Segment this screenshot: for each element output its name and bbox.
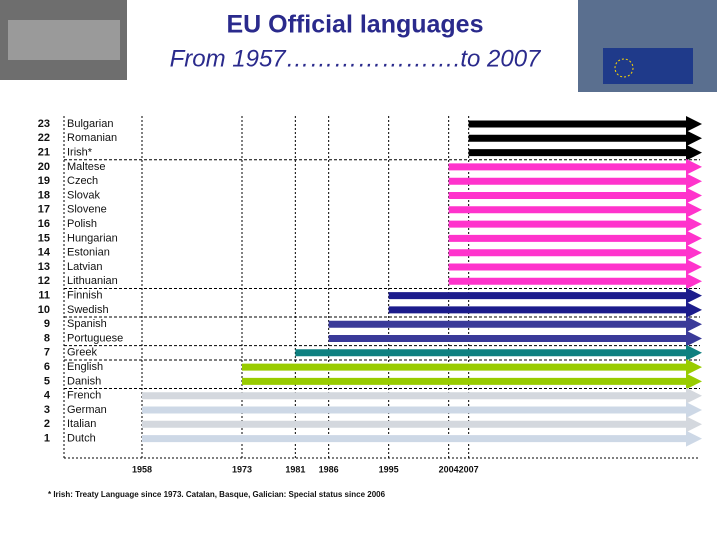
arrow	[388, 287, 702, 304]
arrow	[242, 359, 702, 376]
x-tick-label: 1973	[232, 464, 252, 474]
arrow	[448, 230, 702, 247]
row-number: 18	[38, 189, 50, 201]
arrow	[448, 216, 702, 233]
row-number: 11	[38, 290, 50, 302]
arrow	[388, 301, 702, 318]
photo-right-stars	[614, 58, 634, 78]
language-label: Danish	[67, 375, 101, 387]
photo-left-detail	[8, 20, 120, 60]
language-label: Spanish	[67, 318, 107, 330]
arrow	[142, 430, 702, 447]
arrow	[142, 387, 702, 404]
arrow	[448, 201, 702, 218]
language-label: Greek	[67, 347, 97, 359]
language-label: German	[67, 404, 107, 416]
language-label: Estonian	[67, 247, 110, 259]
x-tick-label: 1958	[132, 464, 152, 474]
row-number: 17	[38, 204, 50, 216]
arrow	[468, 144, 702, 161]
row-number: 3	[44, 404, 50, 416]
language-label: Dutch	[67, 433, 96, 445]
row-number: 14	[38, 247, 51, 259]
footnote: * Irish: Treaty Language since 1973. Cat…	[48, 490, 386, 499]
language-label: Irish*	[67, 147, 93, 159]
arrow	[448, 244, 702, 261]
row-number: 16	[38, 218, 50, 230]
arrow	[142, 402, 702, 418]
x-tick-label: 2004	[439, 464, 459, 474]
arrow	[448, 187, 702, 204]
arrow	[468, 116, 702, 132]
row-number: 21	[38, 147, 50, 159]
row-number: 10	[38, 304, 50, 316]
language-label: Maltese	[67, 161, 106, 173]
row-number: 9	[44, 318, 50, 330]
arrow	[242, 373, 702, 390]
row-number: 23	[38, 118, 50, 130]
x-tick-label: 1986	[319, 464, 339, 474]
arrow	[448, 158, 702, 175]
x-tick-label: 2007	[459, 464, 479, 474]
arrow	[328, 316, 702, 333]
language-label: English	[67, 361, 103, 373]
language-label: Czech	[67, 175, 98, 187]
language-label: Slovene	[67, 204, 107, 216]
language-label: Hungarian	[67, 232, 118, 244]
language-label: Romanian	[67, 132, 117, 144]
chart-subtitle: From 1957………………….to 2007	[170, 45, 542, 72]
row-number: 19	[38, 175, 50, 187]
row-number: 22	[38, 132, 50, 144]
row-number: 20	[38, 161, 50, 173]
arrow	[448, 273, 702, 290]
row-number: 15	[38, 232, 50, 244]
language-label: Swedish	[67, 304, 109, 316]
row-number: 8	[44, 332, 50, 344]
arrow	[448, 259, 702, 275]
language-label: Bulgarian	[67, 118, 113, 130]
language-label: French	[67, 390, 101, 402]
x-tick-label: 1995	[379, 464, 399, 474]
language-label: Lithuanian	[67, 275, 118, 287]
arrow	[295, 344, 702, 361]
chart-title: EU Official languages	[226, 11, 483, 39]
language-label: Polish	[67, 218, 97, 230]
row-number: 12	[38, 275, 50, 287]
row-number: 6	[44, 361, 50, 373]
language-label: Italian	[67, 418, 96, 430]
row-number: 2	[44, 418, 50, 430]
row-number: 1	[44, 433, 50, 445]
arrow	[328, 330, 702, 347]
language-label: Slovak	[67, 189, 101, 201]
language-label: Latvian	[67, 261, 102, 273]
arrow	[468, 130, 702, 147]
row-number: 5	[44, 375, 50, 387]
row-number: 13	[38, 261, 50, 273]
language-label: Portuguese	[67, 332, 123, 344]
language-label: Finnish	[67, 290, 102, 302]
row-number: 7	[44, 347, 50, 359]
arrow	[448, 173, 702, 190]
x-tick-label: 1981	[285, 464, 305, 474]
arrow	[142, 416, 702, 433]
row-number: 4	[44, 390, 51, 402]
photo-right-flag	[603, 48, 693, 84]
